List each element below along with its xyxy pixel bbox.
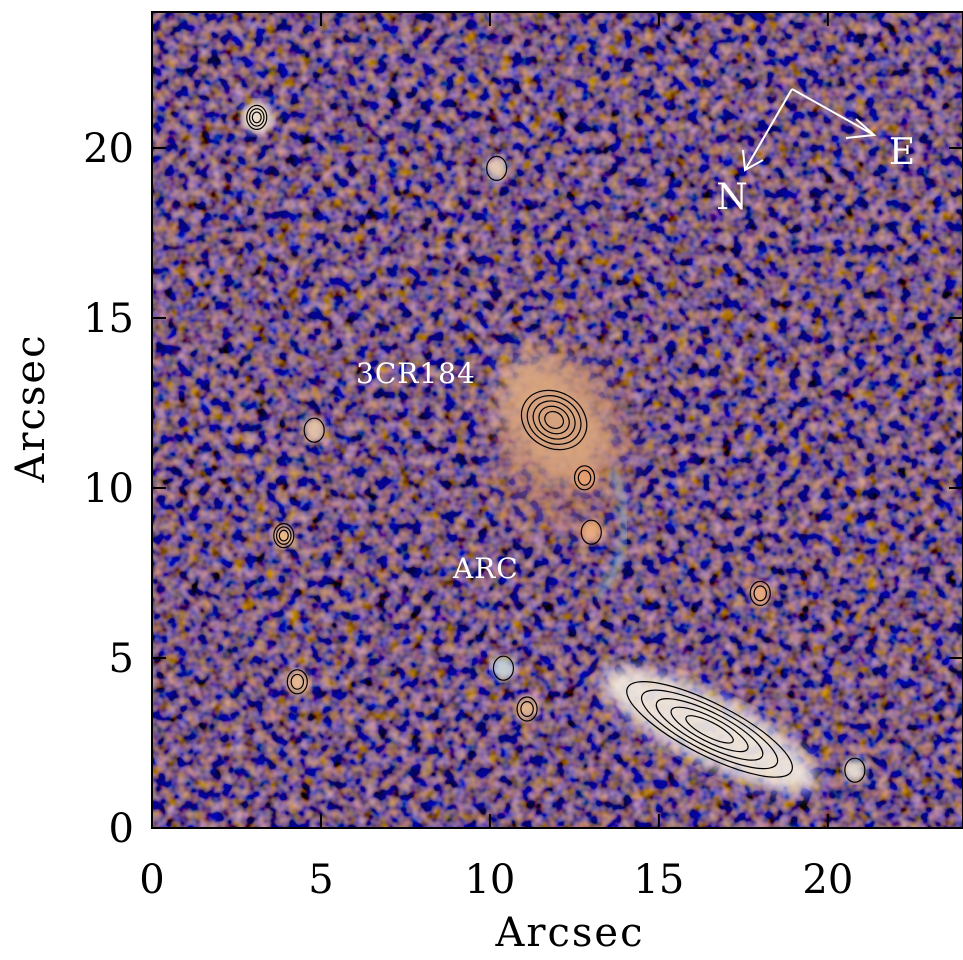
contour-line xyxy=(670,706,749,753)
source-glow xyxy=(240,101,273,134)
y-tick-label: 20 xyxy=(83,126,134,172)
lensed-arc xyxy=(595,469,628,599)
north-label: N xyxy=(716,177,748,218)
contour-line xyxy=(486,155,508,181)
source-glow xyxy=(271,523,296,548)
plot-frame xyxy=(151,11,963,829)
north-arrow-shaft xyxy=(744,88,793,171)
contour-line xyxy=(580,519,602,545)
x-tick-label: 15 xyxy=(633,857,684,903)
contour-line xyxy=(544,410,565,430)
contour-line xyxy=(286,669,308,695)
east-arrow-head xyxy=(845,118,877,139)
x-tick-label: 5 xyxy=(308,857,333,903)
contour-line xyxy=(573,465,596,491)
north-arrow-head xyxy=(742,149,764,172)
y-axis-ticks: 0 5 10 15 20 xyxy=(83,126,963,852)
contour-line xyxy=(273,522,295,549)
contour-line xyxy=(278,529,289,542)
contour-line xyxy=(275,526,292,545)
east-label: E xyxy=(889,132,915,173)
contour-line xyxy=(685,715,734,744)
contour-line xyxy=(303,417,325,443)
contour-line xyxy=(577,469,592,486)
contour-line xyxy=(626,681,793,778)
contour-line xyxy=(516,696,538,722)
source-glow xyxy=(579,520,604,545)
arc-label: ARC xyxy=(452,552,519,585)
y-tick-label: 0 xyxy=(109,806,134,852)
source-glow xyxy=(302,418,327,443)
contour-line xyxy=(640,689,779,770)
source-glow xyxy=(842,758,867,783)
x-axis-title: Arcsec xyxy=(494,910,644,956)
contour-line xyxy=(492,655,515,681)
y-tick-label: 15 xyxy=(83,296,134,342)
contour-line xyxy=(246,104,268,131)
source-glow xyxy=(285,669,310,694)
y-axis-title: Arcsec xyxy=(8,333,54,483)
contour-line xyxy=(251,111,262,124)
source-glow xyxy=(572,465,597,490)
source-glow xyxy=(491,656,516,681)
x-axis-ticks: 0 5 10 15 20 xyxy=(139,12,853,903)
east-arrow-shaft xyxy=(791,88,875,136)
sky-image xyxy=(152,12,963,828)
source-glow xyxy=(601,667,818,792)
x-tick-label: 10 xyxy=(464,857,515,903)
host-halo xyxy=(492,347,633,537)
contour-line xyxy=(290,673,305,690)
contour-line xyxy=(526,395,582,445)
y-tick-label: 10 xyxy=(83,466,134,512)
contour-line xyxy=(520,389,588,451)
contour-line xyxy=(248,108,265,127)
radio-contours xyxy=(246,104,866,783)
contour-line xyxy=(753,585,768,602)
source-glow xyxy=(515,697,540,721)
source-glows xyxy=(240,101,867,792)
contour-line xyxy=(532,400,576,440)
y-tick-label: 5 xyxy=(109,636,134,682)
compass-rose xyxy=(742,88,877,172)
source-glow xyxy=(748,581,773,606)
x-tick-label: 0 xyxy=(139,857,164,903)
contour-line xyxy=(520,701,534,717)
contour-line xyxy=(749,580,771,607)
contour-line xyxy=(844,757,866,783)
contour-line xyxy=(538,405,570,435)
contour-line xyxy=(655,698,764,761)
target-label: 3CR184 xyxy=(356,357,476,390)
x-tick-label: 20 xyxy=(802,857,853,903)
source-glow xyxy=(484,156,509,181)
